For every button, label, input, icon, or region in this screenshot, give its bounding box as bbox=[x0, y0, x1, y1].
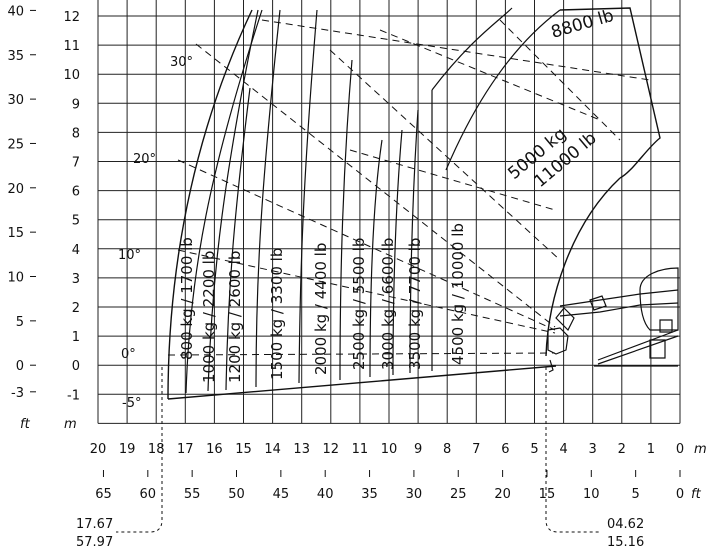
x-tick-label-m: 11 bbox=[352, 442, 369, 457]
x-tick-label-ft: 35 bbox=[361, 487, 378, 502]
x-tick-label-ft: 0 bbox=[676, 487, 684, 502]
y-tick-label-m: 9 bbox=[72, 97, 80, 112]
y-tick-label-m: 2 bbox=[72, 301, 80, 316]
top-right-boundary bbox=[559, 7, 661, 179]
x-tick-label-m: 18 bbox=[148, 442, 165, 457]
x-tick-label-m: 5 bbox=[530, 442, 538, 457]
telehandler-silhouette bbox=[547, 267, 679, 373]
x-tick-label-m: 9 bbox=[414, 442, 422, 457]
y-tick-label-m: 5 bbox=[72, 214, 80, 229]
zone-label: 2500 kg / 5500 lb bbox=[350, 238, 368, 370]
x-tick-label-m: 4 bbox=[559, 442, 567, 457]
x-tick-label-m: 0 bbox=[676, 442, 684, 457]
angle-labels: 30° 20° 10° 0° -5° bbox=[118, 55, 193, 411]
x-unit-m: m bbox=[694, 442, 707, 457]
x-axis-m: 20 19 18 17 16 15 14 13 12 11 10 9 8 7 6 5 4 3 2 1 0 bbox=[90, 442, 684, 457]
max-reach-m: 17.67 bbox=[76, 517, 113, 532]
y-tick-label-m: 1 bbox=[72, 330, 80, 345]
zone-label: 1500 kg / 3300 lb bbox=[268, 248, 286, 380]
y-tick-label-ft: 15 bbox=[7, 226, 24, 241]
x-tick-label-ft: 40 bbox=[317, 487, 334, 502]
x-tick-label-ft: 30 bbox=[406, 487, 423, 502]
x-tick-label-m: 17 bbox=[177, 442, 194, 457]
max-reach-ft: 57.97 bbox=[76, 535, 113, 550]
y-tick-label-ft: 30 bbox=[7, 93, 24, 108]
x-tick-label-ft: 5 bbox=[632, 487, 640, 502]
y-tick-label-m: 4 bbox=[72, 243, 80, 258]
zone-label: 3000 kg / 6600 lb bbox=[379, 238, 397, 370]
x-tick-label-m: 8 bbox=[443, 442, 451, 457]
y-tick-label-m: 0 bbox=[72, 359, 80, 374]
x-unit-ft: ft bbox=[691, 487, 702, 502]
y-tick-label-m: 8 bbox=[72, 126, 80, 141]
y-tick-label-m: -1 bbox=[67, 388, 80, 403]
x-tick-label-ft: 65 bbox=[95, 487, 112, 502]
x-tick-label-m: 2 bbox=[618, 442, 626, 457]
y-axis-ft: 40 35 30 25 20 15 10 5 0 -3 bbox=[7, 4, 36, 401]
x-axis-ft: 65 60 55 50 45 40 35 30 25 20 15 10 5 0 bbox=[95, 470, 684, 502]
bottom-boundary bbox=[167, 365, 557, 400]
x-tick-label-m: 1 bbox=[647, 442, 655, 457]
min-reach-ft: 15.16 bbox=[607, 535, 644, 550]
x-tick-label-m: 7 bbox=[472, 442, 480, 457]
x-tick-label-m: 10 bbox=[381, 442, 398, 457]
x-tick-label-m: 15 bbox=[235, 442, 252, 457]
x-tick-label-ft: 60 bbox=[140, 487, 157, 502]
x-tick-label-m: 20 bbox=[90, 442, 107, 457]
x-tick-label-ft: 25 bbox=[450, 487, 467, 502]
zone-label: 4500 kg / 10000 lb bbox=[449, 223, 467, 365]
min-reach-m: 04.62 bbox=[607, 517, 644, 532]
zone-label: 1200 kg / 2600 lb bbox=[226, 251, 244, 383]
zone-label: 1000 kg / 2200 lb bbox=[200, 251, 218, 383]
x-tick-label-ft: 20 bbox=[494, 487, 511, 502]
y-tick-label-ft: 35 bbox=[7, 49, 24, 64]
x-tick-label-m: 16 bbox=[206, 442, 223, 457]
zone-lines bbox=[185, 7, 561, 394]
y-tick-label-ft: 5 bbox=[16, 315, 24, 330]
x-tick-label-m: 14 bbox=[264, 442, 281, 457]
angle-label: 10° bbox=[118, 248, 141, 263]
x-tick-label-ft: 45 bbox=[273, 487, 290, 502]
y-tick-label-ft: 0 bbox=[16, 359, 24, 374]
y-unit-m: m bbox=[64, 417, 77, 432]
zone-label: 2000 kg / 4400 lb bbox=[312, 243, 330, 375]
load-zone-labels: 800 kg / 1700 lb 1000 kg / 2200 lb 1200 … bbox=[178, 223, 467, 383]
angle-label: 20° bbox=[133, 152, 156, 167]
y-tick-label-ft: -3 bbox=[11, 386, 24, 401]
x-tick-label-m: 6 bbox=[501, 442, 509, 457]
angle-lines bbox=[167, 19, 651, 356]
y-tick-label-m: 11 bbox=[63, 39, 80, 54]
angle-label: 30° bbox=[170, 55, 193, 70]
x-tick-label-ft: 50 bbox=[228, 487, 245, 502]
y-tick-label-m: 3 bbox=[72, 272, 80, 287]
y-tick-label-ft: 40 bbox=[7, 4, 24, 19]
zone-label: 800 kg / 1700 lb bbox=[178, 237, 196, 360]
angle-label: 0° bbox=[121, 347, 136, 362]
x-tick-label-ft: 15 bbox=[539, 487, 556, 502]
x-tick-label-m: 12 bbox=[323, 442, 340, 457]
y-tick-label-ft: 10 bbox=[7, 271, 24, 286]
x-tick-label-ft: 10 bbox=[583, 487, 600, 502]
y-tick-label-m: 10 bbox=[63, 68, 80, 83]
angle-label: -5° bbox=[122, 396, 141, 411]
outer-boundary bbox=[167, 9, 253, 400]
y-tick-label-ft: 20 bbox=[7, 182, 24, 197]
inner-boundary bbox=[545, 177, 621, 357]
y-tick-label-m: 12 bbox=[63, 10, 80, 25]
zone-label: 3500 kg / 7700 lb bbox=[406, 238, 424, 370]
x-tick-label-m: 13 bbox=[293, 442, 310, 457]
x-tick-label-ft: 55 bbox=[184, 487, 201, 502]
inner-zone-label: 5000 kg 11000 lb bbox=[504, 124, 600, 192]
y-unit-ft: ft bbox=[20, 417, 31, 432]
max-reach-marker: 17.67 57.97 bbox=[76, 367, 163, 550]
y-tick-label-m: 7 bbox=[72, 156, 80, 171]
y-tick-label-ft: 25 bbox=[7, 137, 24, 152]
grid bbox=[97, 0, 681, 424]
x-tick-label-m: 19 bbox=[119, 442, 136, 457]
y-tick-label-m: 6 bbox=[72, 185, 80, 200]
x-tick-label-m: 3 bbox=[589, 442, 597, 457]
min-reach-marker: 04.62 15.16 bbox=[545, 367, 644, 550]
